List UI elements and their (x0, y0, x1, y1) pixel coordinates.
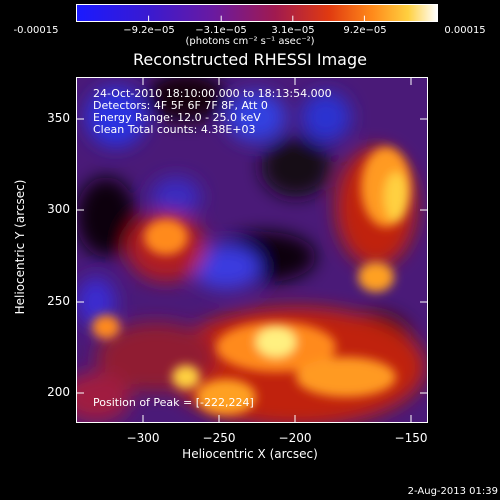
y-tick-label: 250 (47, 294, 70, 308)
y-tick-label: 300 (47, 202, 70, 216)
colorbar-units: (photons cm⁻² s⁻¹ asec⁻²) (185, 36, 315, 47)
x-axis-label: Heliocentric X (arcsec) (182, 447, 318, 461)
colorbar-tick: −9.2e−05 (123, 25, 175, 36)
clean-total-counts: Clean Total counts: 4.38E+03 (93, 123, 256, 136)
y-axis-label: Heliocentric Y (arcsec) (13, 179, 27, 315)
rhessi-image (76, 77, 428, 423)
colorbar-tick: −3.1e−05 (195, 25, 247, 36)
colorbar-tick: 3.1e−05 (271, 25, 315, 36)
colorbar-tick: 9.2e−05 (343, 25, 387, 36)
detectors: Detectors: 4F 5F 6F 7F 8F, Att 0 (93, 99, 268, 112)
image-title: Reconstructed RHESSI Image (133, 50, 367, 69)
x-tick-label: −200 (278, 431, 312, 445)
peak-position: Position of Peak = [-222,224] (93, 396, 254, 409)
colorbar-tick: 0.00015 (444, 25, 486, 36)
x-tick-label: −250 (202, 431, 236, 445)
colorbar-tick-labels: -0.00015 −9.2e−05 −3.1e−05 3.1e−05 9.2e−… (0, 25, 500, 39)
colorbar (76, 4, 438, 22)
y-tick-label: 200 (47, 385, 70, 399)
x-tick-label: −300 (126, 431, 160, 445)
time-range: 24-Oct-2010 18:10:00.000 to 18:13:54.000 (93, 87, 332, 100)
energy-range: Energy Range: 12.0 - 25.0 keV (93, 111, 261, 124)
x-tick-label: −150 (394, 431, 428, 445)
colorbar-tick: -0.00015 (13, 25, 59, 36)
y-tick-label: 350 (47, 111, 70, 125)
timestamp: 2-Aug-2013 01:39 (407, 486, 498, 497)
